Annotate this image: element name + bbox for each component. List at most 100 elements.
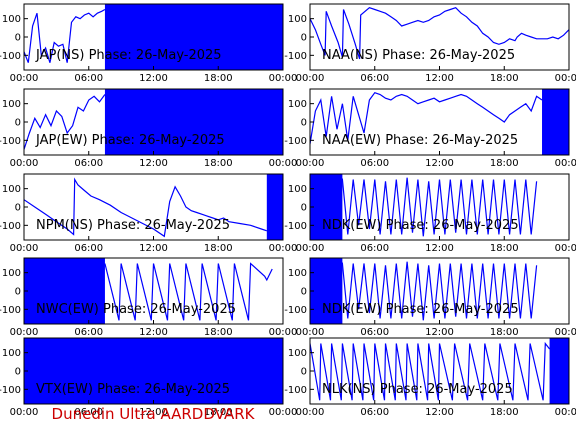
x-tick-label: 00:00 — [10, 158, 39, 169]
footer-label: Dunedin Ultra AARDDVARK — [52, 405, 256, 423]
y-tick-label: 100 — [2, 99, 21, 110]
x-tick-label: 12:00 — [425, 243, 454, 254]
x-tick-label: 00:00 — [296, 73, 325, 84]
x-tick-label: 18:00 — [204, 407, 233, 418]
x-tick-label: 12:00 — [425, 407, 454, 418]
x-tick-label: 00:00 — [10, 407, 39, 418]
y-tick-label: 0 — [15, 203, 21, 214]
x-tick-label: 12:00 — [139, 158, 168, 169]
saturated-region — [24, 258, 105, 324]
y-tick-label: 100 — [2, 268, 21, 279]
x-tick-label: 00:00 — [269, 73, 298, 84]
y-tick-label: 100 — [288, 99, 307, 110]
x-tick-label: 00:00 — [555, 73, 576, 84]
x-tick-label: 06:00 — [74, 73, 103, 84]
panel-title: JAP(NS) Phase: 26-May-2025 — [35, 48, 222, 63]
y-tick-label: 100 — [288, 14, 307, 25]
phase-series-line — [310, 341, 551, 401]
panel-title: VTX(EW) Phase: 26-May-2025 — [36, 382, 230, 397]
phase-series-line — [24, 8, 106, 63]
x-tick-label: 18:00 — [204, 243, 233, 254]
x-tick-label: 06:00 — [360, 327, 389, 338]
chart-panel: 100 0 -100 00:00 06:00 12:00 18:00 00:00 NPM(NS)… — [0, 173, 298, 254]
y-tick-label: 0 — [15, 118, 21, 129]
x-tick-label: 00:00 — [555, 158, 576, 169]
y-tick-label: 0 — [15, 287, 21, 298]
y-tick-label: 100 — [2, 14, 21, 25]
panel-title: NWC(EW) Phase: 26-May-2025 — [36, 302, 236, 317]
y-tick-label: 100 — [2, 184, 21, 195]
x-tick-label: 12:00 — [139, 407, 168, 418]
chart-panel: 100 0 -100 00:00 06:00 12:00 18:00 00:00 NAA(NS)… — [284, 3, 576, 84]
phase-series-line — [104, 262, 273, 321]
panel-title: NAA(EW) Phase: 26-May-2025 — [322, 133, 518, 148]
y-tick-label: -100 — [0, 136, 21, 147]
x-tick-label: 12:00 — [425, 158, 454, 169]
y-tick-label: -100 — [0, 51, 21, 62]
x-tick-label: 06:00 — [360, 243, 389, 254]
x-tick-label: 06:00 — [360, 158, 389, 169]
y-tick-label: -100 — [284, 385, 307, 396]
panel-title: NDK(EW) Phase: 26-May-2025 — [322, 302, 519, 317]
x-tick-label: 00:00 — [555, 327, 576, 338]
x-tick-label: 00:00 — [269, 243, 298, 254]
x-tick-label: 12:00 — [139, 73, 168, 84]
x-tick-label: 00:00 — [296, 327, 325, 338]
y-tick-label: 0 — [15, 367, 21, 378]
panel-title: NLK(NS) Phase: 26-May-2025 — [322, 382, 513, 397]
x-tick-label: 00:00 — [10, 73, 39, 84]
phase-series-line — [24, 94, 106, 150]
x-tick-label: 00:00 — [10, 327, 39, 338]
x-tick-label: 06:00 — [74, 243, 103, 254]
x-tick-label: 00:00 — [296, 158, 325, 169]
saturated-region — [266, 174, 283, 240]
phase-series-line — [310, 177, 538, 237]
chart-panel: 100 0 -100 00:00 06:00 12:00 18:00 00:00 NDK(EW)… — [284, 173, 576, 254]
panel-title: JAP(EW) Phase: 26-May-2025 — [35, 133, 225, 148]
x-tick-label: 06:00 — [74, 407, 103, 418]
x-tick-label: 00:00 — [269, 158, 298, 169]
chart-panel: 100 0 -100 00:00 06:00 12:00 18:00 00:00 NAA(EW)… — [284, 88, 576, 169]
y-tick-label: -100 — [0, 305, 21, 316]
phase-series-line — [310, 261, 538, 321]
y-tick-label: -100 — [284, 305, 307, 316]
chart-panel: 100 0 -100 00:00 06:00 12:00 18:00 00:00 JAP(NS)… — [0, 3, 298, 84]
panel-title: NPM(NS) Phase: 26-May-2025 — [36, 218, 230, 233]
saturated-region — [104, 4, 283, 70]
x-tick-label: 00:00 — [296, 243, 325, 254]
phase-series-line — [24, 177, 267, 238]
x-tick-label: 12:00 — [139, 327, 168, 338]
x-tick-label: 12:00 — [425, 327, 454, 338]
y-tick-label: 0 — [301, 118, 307, 129]
y-tick-label: -100 — [284, 136, 307, 147]
x-tick-label: 12:00 — [425, 73, 454, 84]
x-tick-label: 18:00 — [490, 407, 519, 418]
x-tick-label: 00:00 — [555, 407, 576, 418]
saturated-region — [310, 174, 343, 240]
y-tick-label: -100 — [284, 221, 307, 232]
x-tick-label: 06:00 — [360, 407, 389, 418]
x-tick-label: 00:00 — [555, 243, 576, 254]
y-tick-label: 0 — [301, 203, 307, 214]
phase-series-line — [310, 7, 569, 60]
chart-panel: 100 0 -100 00:00 06:00 12:00 18:00 00:00 NWC(EW)… — [0, 257, 297, 338]
y-tick-label: -100 — [0, 221, 21, 232]
x-tick-label: 18:00 — [490, 158, 519, 169]
y-tick-label: 100 — [288, 184, 307, 195]
x-tick-label: 06:00 — [74, 327, 103, 338]
x-tick-label: 12:00 — [139, 243, 168, 254]
y-tick-label: -100 — [284, 51, 307, 62]
x-tick-label: 00:00 — [269, 407, 298, 418]
panel-title: NAA(NS) Phase: 26-May-2025 — [322, 48, 515, 63]
x-tick-label: 18:00 — [490, 73, 519, 84]
phase-series-line — [310, 91, 543, 145]
x-tick-label: 18:00 — [490, 243, 519, 254]
saturated-region — [542, 89, 569, 155]
y-tick-label: 0 — [301, 367, 307, 378]
x-tick-label: 18:00 — [204, 327, 233, 338]
chart-panel: 100 0 -100 00:00 06:00 12:00 18:00 00:00 JAP(EW)… — [0, 88, 298, 169]
x-tick-label: 00:00 — [10, 243, 39, 254]
saturated-region — [310, 258, 343, 324]
saturated-region — [104, 89, 283, 155]
